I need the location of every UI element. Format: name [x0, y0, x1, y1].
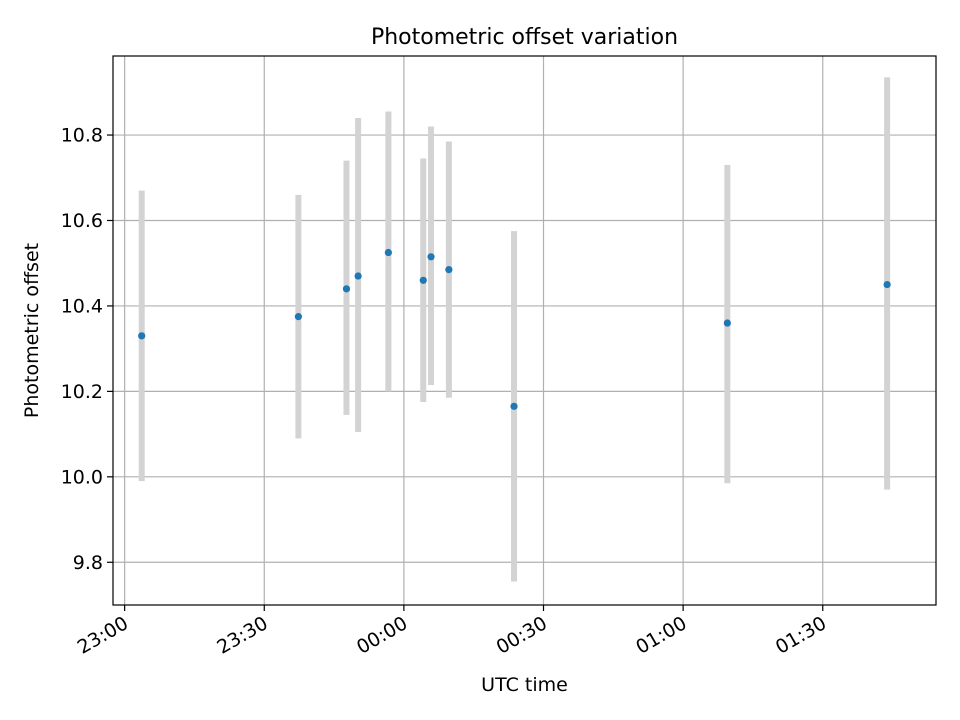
- y-tick-label: 10.8: [61, 125, 103, 147]
- y-tick-label: 9.8: [73, 552, 103, 574]
- data-point: [883, 280, 891, 289]
- y-axis-ticks: 9.8 10.0 10.2 10.4 10.6 10.8: [61, 125, 113, 574]
- data-point: [354, 272, 362, 280]
- plot-frame: [112, 55, 937, 606]
- data-point: [384, 248, 392, 257]
- data-point: [445, 266, 453, 274]
- data-point: [723, 319, 731, 327]
- x-axis-label: UTC time: [481, 674, 568, 696]
- grid: [113, 56, 936, 605]
- y-tick-label: 10.0: [61, 466, 103, 488]
- data-point: [342, 285, 351, 293]
- y-tick-label: 10.4: [61, 295, 103, 317]
- y-tick-label: 10.2: [61, 381, 103, 403]
- data-point: [294, 313, 302, 321]
- chart-title: Photometric offset variation: [371, 25, 678, 50]
- data-point: [138, 332, 146, 340]
- data-point: [510, 402, 518, 410]
- data-point: [427, 253, 435, 261]
- y-axis-label: Photometric offset: [21, 243, 43, 418]
- y-tick-label: 10.6: [61, 210, 103, 232]
- data-points: [138, 248, 891, 410]
- data-point: [419, 276, 427, 284]
